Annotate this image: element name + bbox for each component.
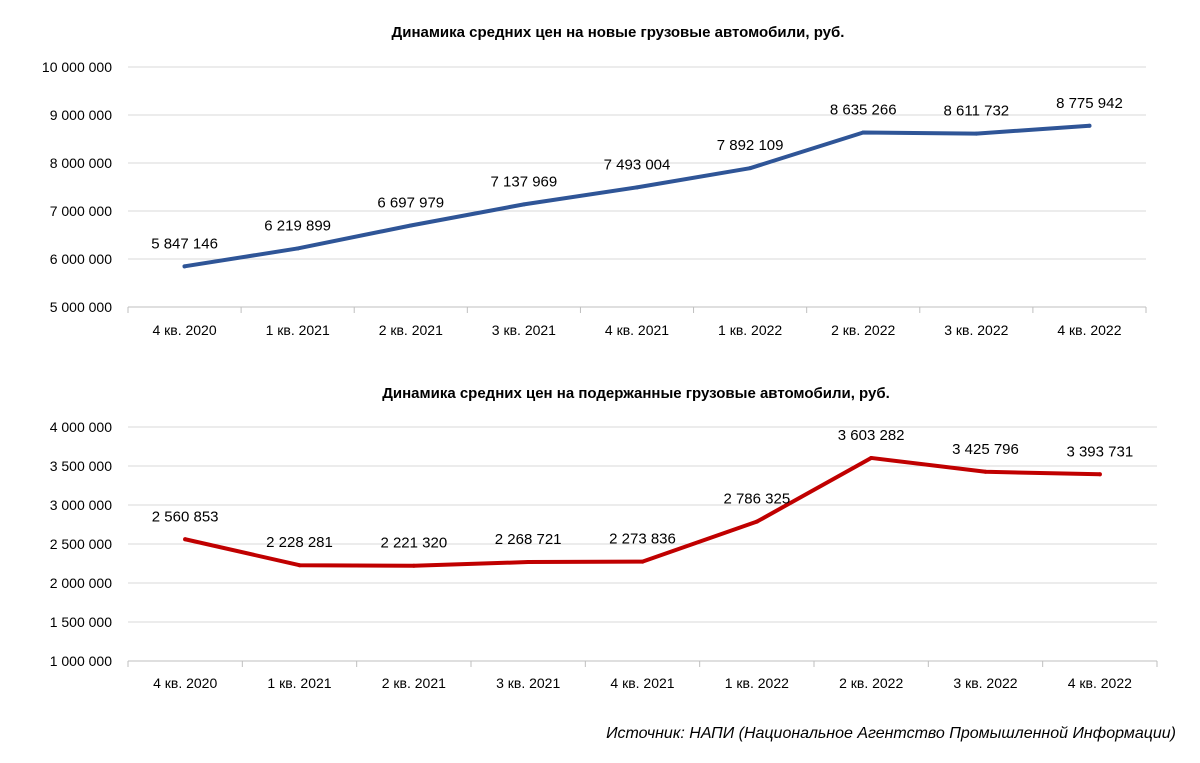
x-tick-label: 3 кв. 2021 [496,675,560,691]
data-point [861,130,866,135]
y-tick-label: 10 000 000 [42,59,112,75]
x-tick-label: 1 кв. 2021 [267,675,331,691]
y-tick-label: 4 000 000 [50,419,112,435]
x-tick-label: 3 кв. 2021 [492,322,556,338]
x-tick-label: 2 кв. 2021 [379,322,443,338]
data-label: 7 892 109 [717,137,784,154]
data-point [1097,472,1102,477]
y-tick-label: 6 000 000 [50,251,112,267]
x-tick-label: 3 кв. 2022 [953,675,1017,691]
data-label: 7 137 969 [491,173,558,190]
data-point [754,519,759,524]
data-point [974,131,979,136]
y-tick-label: 1 500 000 [50,614,112,630]
chart-new-trucks: Динамика средних цен на новые грузовые а… [42,24,1147,338]
chart-title: Динамика средних цен на новые грузовые а… [392,24,845,41]
data-label: 6 697 979 [377,194,444,211]
x-tick-label: 2 кв. 2021 [382,675,446,691]
series-line [182,123,1092,269]
x-tick-label: 4 кв. 2021 [605,322,669,338]
y-tick-label: 3 500 000 [50,458,112,474]
y-tick-label: 2 000 000 [50,575,112,591]
y-tick-label: 7 000 000 [50,203,112,219]
chart-used-trucks: Динамика средних цен на подержанные груз… [50,385,1158,691]
data-point [295,246,300,251]
data-point [183,537,188,542]
data-point [1087,123,1092,128]
x-tick-label: 3 кв. 2022 [944,322,1008,338]
data-point [640,559,645,564]
x-tick-label: 1 кв. 2022 [718,322,782,338]
x-tick-label: 4 кв. 2020 [152,322,216,338]
data-label: 6 219 899 [264,217,331,234]
data-label: 2 786 325 [723,491,790,508]
x-tick-label: 4 кв. 2022 [1068,675,1132,691]
y-tick-label: 3 000 000 [50,497,112,513]
data-label: 7 493 004 [604,156,671,173]
y-tick-label: 8 000 000 [50,155,112,171]
data-label: 3 425 796 [952,441,1019,458]
data-label: 3 603 282 [838,427,905,444]
data-label: 2 560 853 [152,508,219,525]
data-point [182,264,187,269]
data-label: 3 393 731 [1066,443,1133,460]
x-tick-label: 4 кв. 2020 [153,675,217,691]
x-tick-label: 1 кв. 2021 [266,322,330,338]
y-tick-label: 5 000 000 [50,299,112,315]
x-tick-label: 4 кв. 2022 [1057,322,1121,338]
data-point [411,563,416,568]
y-tick-label: 1 000 000 [50,653,112,669]
x-tick-label: 2 кв. 2022 [839,675,903,691]
data-point [635,185,639,190]
data-label: 2 221 320 [380,535,447,552]
data-label: 2 228 281 [266,534,333,551]
y-tick-label: 9 000 000 [50,107,112,123]
source-note: Источник: НАПИ (Национальное Агентство П… [606,725,1176,742]
data-label: 5 847 146 [151,235,218,252]
data-label: 2 268 721 [495,531,562,548]
data-point [983,469,988,474]
data-point [408,223,413,228]
x-tick-label: 4 кв. 2021 [610,675,674,691]
data-point [526,560,531,565]
data-label: 8 611 732 [944,103,1010,120]
data-label: 2 273 836 [609,531,676,548]
x-tick-label: 1 кв. 2022 [725,675,789,691]
x-tick-label: 2 кв. 2022 [831,322,895,338]
data-label: 8 635 266 [830,102,897,119]
data-point [869,455,874,460]
chart-title: Динамика средних цен на подержанные груз… [382,385,890,402]
data-point [297,563,302,568]
data-point [521,202,526,207]
y-tick-label: 2 500 000 [50,536,112,552]
data-label: 8 775 942 [1056,95,1123,112]
data-point [748,166,753,171]
